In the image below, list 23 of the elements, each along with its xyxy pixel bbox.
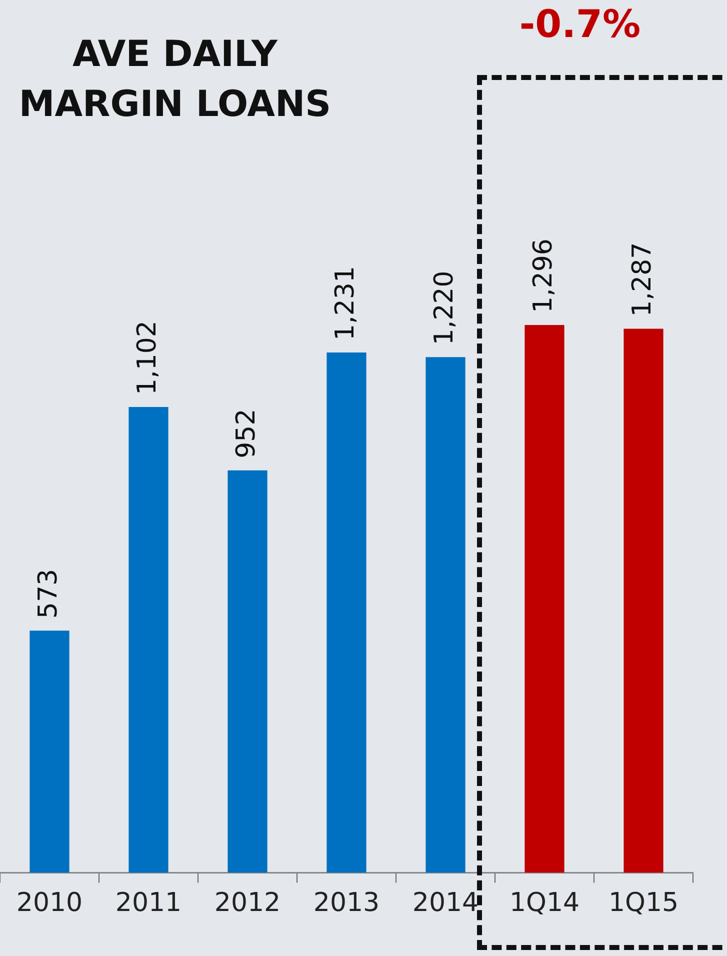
bar [228, 470, 268, 873]
bar [624, 328, 664, 873]
x-tick-label: 2010 [16, 888, 83, 918]
data-label: 1,102 [132, 320, 162, 395]
data-label: 573 [33, 568, 64, 619]
bar [30, 630, 70, 873]
x-tick-label: 2012 [214, 888, 281, 918]
x-tick-label: 2014 [412, 888, 479, 918]
bar [326, 352, 366, 873]
bar [524, 324, 564, 873]
data-label: 1,231 [330, 266, 360, 340]
bar [426, 357, 466, 873]
data-label: 1,220 [429, 270, 460, 346]
data-label: 1,296 [528, 238, 558, 313]
x-tick-label: 1Q14 [509, 888, 580, 918]
chart-title: AVE DAILY MARGIN LOANS [18, 33, 332, 127]
x-tick-label: 1Q15 [608, 888, 679, 918]
text: -0.7% [518, 2, 642, 46]
x-tick-label: 2013 [313, 888, 380, 918]
x-tick-label: 2011 [115, 888, 182, 918]
data-label: 952 [231, 408, 262, 458]
data-label: 1,287 [627, 242, 658, 317]
bar [128, 406, 168, 873]
